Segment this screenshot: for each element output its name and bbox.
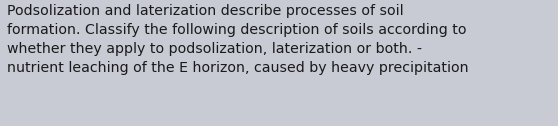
Text: Podsolization and laterization describe processes of soil
formation. Classify th: Podsolization and laterization describe … bbox=[7, 4, 468, 75]
